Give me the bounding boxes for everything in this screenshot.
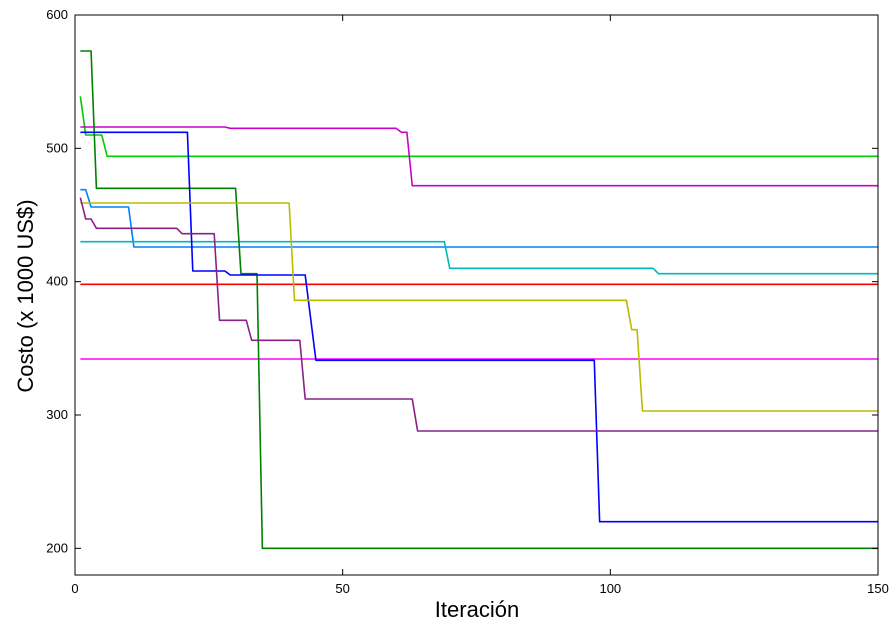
y-tick-label: 500 [46, 140, 68, 155]
series-line-9 [80, 202, 878, 412]
y-tick-label: 300 [46, 407, 68, 422]
x-tick-label: 100 [599, 581, 621, 596]
y-axis-title: Costo (x 1000 US$) [13, 199, 38, 392]
series-line-4 [80, 240, 878, 275]
y-tick-label: 200 [46, 540, 68, 555]
x-tick-label: 150 [867, 581, 889, 596]
series-layer [79, 50, 878, 550]
labels-layer: 0 50 100 150 200 300 400 500 600 [46, 7, 889, 596]
series-line-3 [80, 188, 878, 248]
series-line-7 [80, 50, 878, 550]
y-tick-label: 600 [46, 7, 68, 22]
series-line-2 [80, 126, 878, 187]
y-tick-label: 400 [46, 274, 68, 289]
series-line-1 [79, 96, 878, 158]
axes-layer [74, 14, 879, 576]
x-tick-label: 50 [335, 581, 349, 596]
series-line-10 [79, 197, 878, 432]
plot-frame [74, 14, 879, 576]
series-line-8 [80, 131, 878, 523]
x-axis-title: Iteración [435, 597, 519, 622]
x-tick-label: 0 [71, 581, 78, 596]
